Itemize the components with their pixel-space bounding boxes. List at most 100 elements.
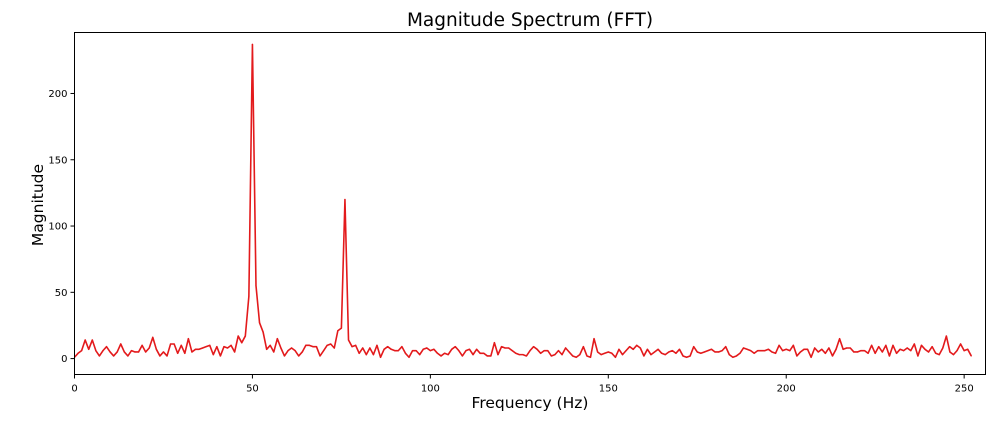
data-point bbox=[543, 350, 545, 352]
data-point bbox=[959, 343, 962, 345]
data-point bbox=[714, 351, 716, 353]
data-point bbox=[927, 351, 930, 353]
data-point bbox=[814, 347, 816, 349]
data-point bbox=[849, 347, 851, 349]
data-point bbox=[169, 343, 172, 345]
data-point bbox=[91, 339, 93, 341]
data-point bbox=[853, 351, 855, 353]
data-point bbox=[785, 348, 787, 350]
data-point bbox=[536, 348, 538, 350]
data-point bbox=[515, 352, 517, 354]
data-point bbox=[582, 346, 584, 348]
data-point bbox=[614, 356, 617, 358]
data-point bbox=[241, 342, 243, 344]
y-tick-label: 200 bbox=[48, 89, 67, 100]
data-point bbox=[194, 348, 197, 350]
data-point bbox=[177, 352, 179, 354]
data-point bbox=[532, 346, 535, 348]
data-point bbox=[597, 351, 599, 353]
data-point bbox=[123, 351, 125, 353]
data-point bbox=[283, 355, 286, 357]
data-point bbox=[856, 351, 858, 353]
data-point bbox=[483, 352, 485, 354]
chart-title: Magnitude Spectrum (FFT) bbox=[407, 10, 653, 31]
data-point bbox=[209, 344, 211, 346]
data-point bbox=[685, 356, 688, 358]
data-point bbox=[664, 354, 666, 356]
data-point bbox=[600, 354, 602, 356]
data-point bbox=[956, 350, 958, 352]
data-point bbox=[198, 348, 200, 350]
data-point bbox=[821, 348, 823, 350]
data-point bbox=[703, 351, 705, 353]
data-point bbox=[461, 355, 463, 357]
data-point bbox=[935, 352, 937, 354]
axis-ticks: 0 50 100 150 200 250 0 50 100 150 200 bbox=[48, 89, 973, 395]
data-point bbox=[963, 350, 965, 352]
data-point bbox=[298, 355, 300, 357]
data-point bbox=[735, 355, 738, 357]
data-point bbox=[351, 346, 353, 348]
data-point bbox=[739, 352, 741, 354]
data-point bbox=[333, 347, 335, 349]
data-point bbox=[95, 350, 97, 352]
data-point bbox=[689, 355, 691, 357]
data-point bbox=[778, 344, 780, 346]
data-point bbox=[796, 355, 798, 357]
data-point bbox=[700, 352, 702, 354]
data-point bbox=[903, 350, 905, 352]
data-point bbox=[312, 346, 314, 348]
data-point bbox=[141, 344, 143, 346]
data-point bbox=[696, 351, 698, 353]
data-point bbox=[401, 346, 403, 348]
x-tick-label: 0 bbox=[71, 384, 77, 395]
data-point bbox=[244, 335, 246, 337]
data-point bbox=[504, 347, 506, 349]
data-point bbox=[522, 354, 524, 356]
data-point bbox=[166, 355, 168, 357]
data-point bbox=[497, 354, 499, 356]
data-point bbox=[931, 346, 933, 348]
data-point bbox=[952, 354, 955, 356]
data-point bbox=[419, 354, 421, 356]
data-point bbox=[611, 352, 613, 354]
data-point bbox=[668, 351, 670, 353]
data-points bbox=[73, 43, 972, 358]
data-point bbox=[184, 352, 186, 354]
data-point bbox=[479, 352, 481, 354]
data-point bbox=[472, 354, 474, 356]
data-point bbox=[337, 330, 339, 332]
x-tick-label: 250 bbox=[955, 384, 974, 395]
data-point bbox=[280, 347, 282, 349]
data-point bbox=[372, 354, 375, 356]
data-point bbox=[390, 348, 392, 350]
data-point bbox=[586, 355, 588, 357]
data-point bbox=[824, 352, 826, 354]
data-point bbox=[835, 348, 837, 350]
data-point bbox=[330, 343, 332, 345]
data-point bbox=[653, 351, 656, 353]
data-point bbox=[134, 351, 136, 353]
x-axis-label: Frequency (Hz) bbox=[472, 394, 589, 412]
data-point bbox=[561, 354, 563, 356]
data-point bbox=[550, 355, 552, 357]
data-point bbox=[379, 356, 382, 358]
data-point bbox=[255, 285, 257, 287]
data-point bbox=[88, 348, 90, 350]
data-point bbox=[262, 331, 264, 333]
data-point bbox=[917, 355, 919, 357]
data-point bbox=[782, 350, 784, 352]
data-point bbox=[707, 350, 709, 352]
data-point bbox=[728, 354, 730, 356]
data-point bbox=[888, 355, 891, 357]
data-point bbox=[871, 344, 873, 346]
data-point bbox=[159, 355, 161, 357]
data-point bbox=[155, 348, 157, 350]
data-point bbox=[942, 347, 944, 349]
data-point bbox=[831, 355, 834, 357]
data-point bbox=[152, 336, 154, 338]
data-point bbox=[885, 344, 887, 346]
data-point bbox=[657, 348, 659, 350]
data-point bbox=[906, 347, 908, 349]
x-tick-label: 200 bbox=[777, 384, 796, 395]
